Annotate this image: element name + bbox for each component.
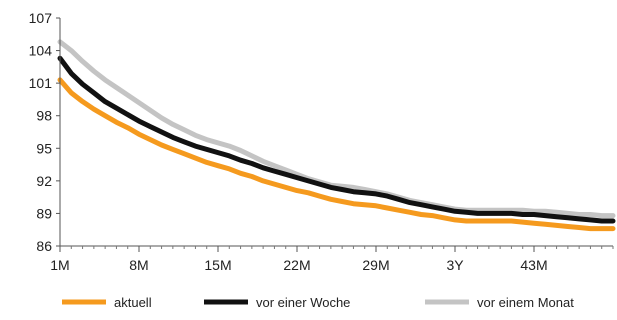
x-tick-label: 1M — [50, 257, 69, 273]
legend-label-0: aktuell — [114, 295, 152, 310]
x-tick-label: 43M — [520, 257, 547, 273]
x-tick-label: 15M — [204, 257, 231, 273]
y-tick-label: 101 — [29, 75, 53, 91]
y-tick-label: 107 — [29, 10, 53, 26]
y-tick-label: 92 — [36, 173, 52, 189]
x-tick-label: 22M — [283, 257, 310, 273]
y-tick-label: 95 — [36, 140, 52, 156]
legend-label-1: vor einer Woche — [256, 295, 350, 310]
x-tick-label: 8M — [129, 257, 148, 273]
x-tick-label: 3Y — [446, 257, 464, 273]
series-line-1 — [57, 55, 616, 224]
legend: aktuell vor einer Woche vor einem Monat — [62, 295, 574, 310]
series-line-2 — [57, 39, 616, 219]
series-line-0 — [57, 77, 616, 232]
x-tick-label: 29M — [362, 257, 389, 273]
axes-layer: 86 89 92 95 98 101 104 107 1M 8M 15M 22M 29M 3Y 43M — [29, 10, 614, 273]
y-tick-label: 104 — [29, 43, 53, 59]
legend-label-2: vor einem Monat — [477, 295, 574, 310]
y-tick-label: 98 — [36, 108, 52, 124]
y-tick-label: 86 — [36, 238, 52, 254]
series-layer — [57, 39, 616, 232]
y-tick-label: 89 — [36, 205, 52, 221]
